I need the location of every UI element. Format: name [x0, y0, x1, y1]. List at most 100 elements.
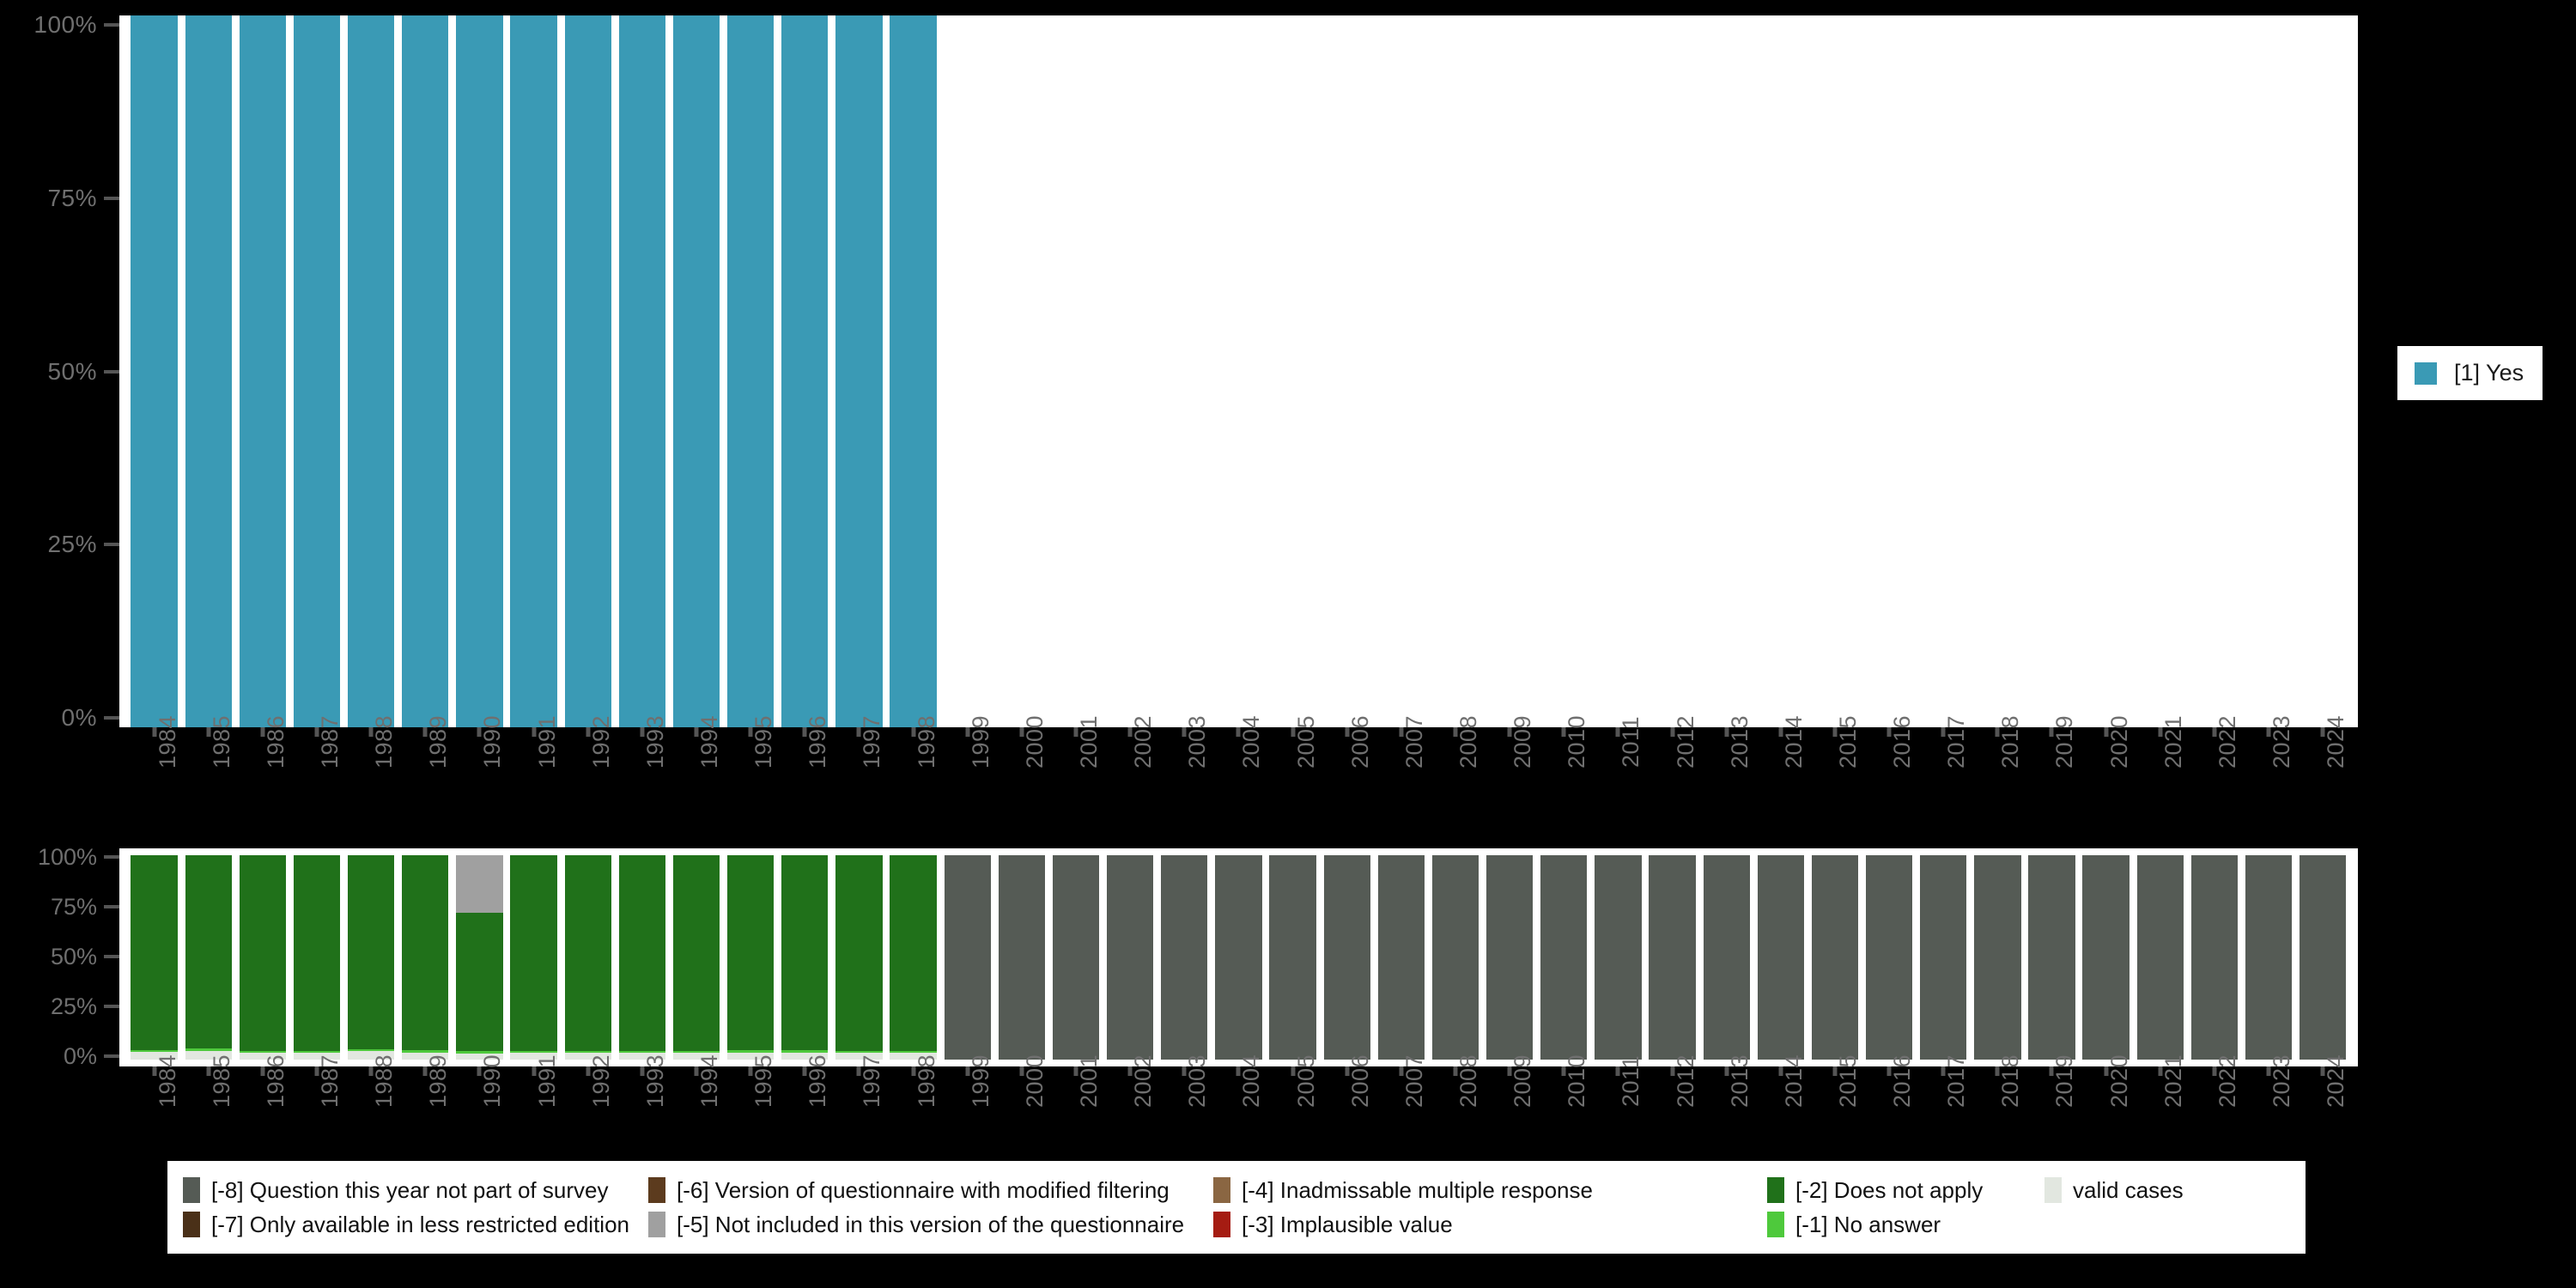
stacked-bar[interactable]: [1377, 855, 1425, 1060]
stacked-bar[interactable]: [998, 855, 1045, 1060]
bar[interactable]: [890, 15, 937, 727]
stacked-bar-segment[interactable]: [672, 855, 720, 1052]
bar[interactable]: [781, 15, 829, 727]
stacked-bar-segment[interactable]: [618, 855, 665, 1052]
stacked-bar-segment[interactable]: [185, 1050, 232, 1060]
stacked-bar-segment[interactable]: [998, 855, 1045, 1060]
stacked-bar-segment[interactable]: [239, 1051, 286, 1053]
stacked-bar[interactable]: [2082, 855, 2129, 1060]
stacked-bar-segment[interactable]: [1052, 855, 1100, 1060]
bar[interactable]: [239, 15, 286, 727]
stacked-bar-segment[interactable]: [564, 855, 611, 1052]
stacked-bar[interactable]: [510, 855, 557, 1060]
bar[interactable]: [618, 15, 665, 727]
stacked-bar-segment[interactable]: [131, 855, 178, 1051]
stacked-bar-segment[interactable]: [510, 1053, 557, 1060]
stacked-bar[interactable]: [726, 855, 775, 1060]
stacked-bar[interactable]: [2028, 855, 2075, 1060]
stacked-bar-segment[interactable]: [347, 1050, 395, 1060]
stacked-bar[interactable]: [1215, 855, 1262, 1060]
stacked-bar-segment[interactable]: [726, 1050, 775, 1053]
stacked-bar-segment[interactable]: [131, 1050, 178, 1053]
stacked-bar-segment[interactable]: [185, 855, 232, 1048]
stacked-bar-segment[interactable]: [618, 1053, 665, 1060]
stacked-bar-segment[interactable]: [2245, 855, 2293, 1060]
legend-item[interactable]: [-6] Version of questionnaire with modif…: [648, 1173, 1170, 1207]
bar[interactable]: [564, 15, 611, 727]
bar[interactable]: [456, 15, 503, 727]
stacked-bar[interactable]: [1920, 855, 1967, 1060]
stacked-bar[interactable]: [1974, 855, 2021, 1060]
stacked-bar-segment[interactable]: [672, 1051, 720, 1054]
stacked-bar-segment[interactable]: [726, 855, 775, 1051]
stacked-bar-segment[interactable]: [1215, 855, 1262, 1060]
stacked-bar-segment[interactable]: [510, 1051, 557, 1054]
stacked-bar-segment[interactable]: [402, 855, 449, 1051]
stacked-bar-segment[interactable]: [564, 1051, 611, 1054]
stacked-bar[interactable]: [2245, 855, 2293, 1060]
stacked-bar[interactable]: [1865, 855, 1913, 1060]
stacked-bar-segment[interactable]: [239, 855, 286, 1052]
legend-item[interactable]: valid cases: [2044, 1173, 2184, 1207]
stacked-bar[interactable]: [1703, 855, 1750, 1060]
stacked-bar-segment[interactable]: [2028, 855, 2075, 1060]
stacked-bar[interactable]: [672, 855, 720, 1060]
stacked-bar-segment[interactable]: [564, 1053, 611, 1060]
stacked-bar[interactable]: [2300, 855, 2347, 1060]
stacked-bar[interactable]: [2190, 855, 2239, 1060]
stacked-bar-segment[interactable]: [2082, 855, 2129, 1060]
stacked-bar-segment[interactable]: [890, 1053, 937, 1060]
stacked-bar-segment[interactable]: [2300, 855, 2347, 1060]
stacked-bar[interactable]: [944, 855, 991, 1060]
legend-item[interactable]: [-7] Only available in less restricted e…: [183, 1207, 629, 1242]
stacked-bar-segment[interactable]: [781, 855, 829, 1051]
stacked-bar[interactable]: [402, 855, 449, 1060]
stacked-bar[interactable]: [1485, 855, 1534, 1060]
stacked-bar-segment[interactable]: [1649, 855, 1696, 1060]
stacked-bar-segment[interactable]: [293, 1051, 341, 1053]
bar[interactable]: [510, 15, 557, 727]
stacked-bar-segment[interactable]: [1757, 855, 1804, 1060]
stacked-bar-segment[interactable]: [293, 855, 341, 1052]
stacked-bar[interactable]: [131, 855, 178, 1060]
legend-item[interactable]: [-3] Implausible value: [1213, 1207, 1453, 1242]
stacked-bar-segment[interactable]: [1540, 855, 1588, 1060]
stacked-bar-segment[interactable]: [131, 1052, 178, 1060]
stacked-bar-segment[interactable]: [239, 1052, 286, 1060]
bar[interactable]: [293, 15, 341, 727]
bar[interactable]: [402, 15, 449, 727]
stacked-bar-segment[interactable]: [2136, 855, 2184, 1060]
stacked-bar[interactable]: [1323, 855, 1370, 1060]
stacked-bar-segment[interactable]: [1865, 855, 1913, 1060]
stacked-bar-segment[interactable]: [185, 1048, 232, 1051]
stacked-bar[interactable]: [1811, 855, 1859, 1060]
bar[interactable]: [835, 15, 883, 727]
stacked-bar[interactable]: [1595, 855, 1642, 1060]
stacked-bar-segment[interactable]: [835, 1053, 883, 1060]
stacked-bar-segment[interactable]: [1106, 855, 1154, 1060]
stacked-bar-segment[interactable]: [456, 912, 503, 1052]
stacked-bar-segment[interactable]: [1595, 855, 1642, 1060]
stacked-bar-segment[interactable]: [456, 1051, 503, 1054]
stacked-bar-segment[interactable]: [944, 855, 991, 1060]
legend-item[interactable]: [-1] No answer: [1767, 1207, 1941, 1242]
stacked-bar[interactable]: [564, 855, 611, 1060]
legend-item[interactable]: [-8] Question this year not part of surv…: [183, 1173, 608, 1207]
stacked-bar-segment[interactable]: [293, 1052, 341, 1060]
stacked-bar-segment[interactable]: [1811, 855, 1859, 1060]
stacked-bar[interactable]: [835, 855, 883, 1060]
legend-item[interactable]: [-2] Does not apply: [1767, 1173, 1983, 1207]
stacked-bar[interactable]: [1106, 855, 1154, 1060]
stacked-bar[interactable]: [185, 855, 232, 1060]
bar[interactable]: [131, 15, 178, 727]
stacked-bar-segment[interactable]: [726, 1052, 775, 1060]
stacked-bar[interactable]: [293, 855, 341, 1060]
stacked-bar-segment[interactable]: [402, 1050, 449, 1053]
stacked-bar-segment[interactable]: [781, 1052, 829, 1060]
stacked-bar-segment[interactable]: [347, 1049, 395, 1051]
stacked-bar-segment[interactable]: [1269, 855, 1316, 1060]
stacked-bar-segment[interactable]: [672, 1053, 720, 1060]
missing-values-legend[interactable]: [-8] Question this year not part of surv…: [167, 1161, 2306, 1254]
stacked-bar-segment[interactable]: [347, 855, 395, 1050]
stacked-bar-segment[interactable]: [510, 855, 557, 1052]
